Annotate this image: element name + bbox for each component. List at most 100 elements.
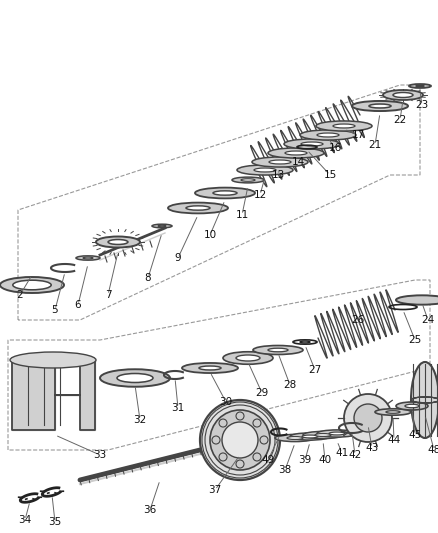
Text: 15: 15 bbox=[323, 170, 336, 180]
Text: 42: 42 bbox=[348, 450, 361, 460]
Text: 36: 36 bbox=[143, 505, 156, 515]
Text: 26: 26 bbox=[350, 315, 364, 325]
Ellipse shape bbox=[0, 277, 64, 293]
Ellipse shape bbox=[236, 412, 244, 420]
Text: 16: 16 bbox=[328, 143, 341, 153]
Text: 13: 13 bbox=[271, 170, 284, 180]
Ellipse shape bbox=[404, 404, 418, 408]
Ellipse shape bbox=[251, 157, 307, 167]
Text: 45: 45 bbox=[407, 430, 420, 440]
Ellipse shape bbox=[168, 203, 227, 213]
Ellipse shape bbox=[96, 237, 140, 247]
Ellipse shape bbox=[194, 188, 254, 198]
Text: 28: 28 bbox=[283, 380, 296, 390]
Ellipse shape bbox=[328, 432, 344, 435]
Text: 24: 24 bbox=[420, 315, 434, 325]
Ellipse shape bbox=[395, 295, 438, 305]
Text: 6: 6 bbox=[74, 300, 81, 310]
Text: 27: 27 bbox=[307, 365, 321, 375]
Ellipse shape bbox=[219, 453, 226, 461]
Ellipse shape bbox=[10, 352, 96, 368]
Ellipse shape bbox=[219, 419, 226, 427]
Ellipse shape bbox=[286, 437, 302, 439]
Ellipse shape bbox=[299, 341, 309, 343]
Ellipse shape bbox=[268, 160, 290, 164]
Ellipse shape bbox=[374, 409, 410, 415]
Ellipse shape bbox=[259, 436, 267, 444]
Ellipse shape bbox=[267, 148, 323, 158]
Ellipse shape bbox=[108, 239, 127, 245]
Text: 44: 44 bbox=[386, 435, 400, 445]
Ellipse shape bbox=[300, 142, 322, 146]
Ellipse shape bbox=[382, 90, 422, 100]
Text: 5: 5 bbox=[52, 305, 58, 315]
Text: 7: 7 bbox=[104, 290, 111, 300]
Ellipse shape bbox=[316, 133, 338, 137]
Ellipse shape bbox=[316, 430, 356, 437]
Text: 49: 49 bbox=[261, 455, 274, 465]
Ellipse shape bbox=[222, 422, 258, 458]
Text: 37: 37 bbox=[208, 485, 221, 495]
Text: 9: 9 bbox=[174, 253, 181, 263]
Ellipse shape bbox=[252, 419, 260, 427]
Text: 41: 41 bbox=[335, 448, 348, 458]
Text: 43: 43 bbox=[364, 443, 378, 453]
Ellipse shape bbox=[186, 206, 209, 210]
Text: 8: 8 bbox=[145, 273, 151, 283]
Ellipse shape bbox=[351, 101, 407, 111]
Text: 21: 21 bbox=[367, 140, 381, 150]
Text: 38: 38 bbox=[278, 465, 291, 475]
Ellipse shape bbox=[252, 345, 302, 354]
Polygon shape bbox=[12, 360, 95, 430]
Ellipse shape bbox=[76, 256, 100, 260]
Text: 14: 14 bbox=[291, 157, 304, 167]
Ellipse shape bbox=[240, 179, 254, 181]
Text: 35: 35 bbox=[48, 517, 61, 527]
Text: 11: 11 bbox=[235, 210, 248, 220]
Ellipse shape bbox=[198, 366, 220, 370]
Text: 10: 10 bbox=[203, 230, 216, 240]
Ellipse shape bbox=[212, 436, 219, 444]
Ellipse shape bbox=[368, 104, 390, 108]
Text: 17: 17 bbox=[350, 130, 364, 140]
Ellipse shape bbox=[385, 411, 399, 413]
Ellipse shape bbox=[395, 402, 427, 410]
Text: 31: 31 bbox=[171, 403, 184, 413]
Text: 12: 12 bbox=[253, 190, 266, 200]
Ellipse shape bbox=[299, 130, 355, 140]
Text: 39: 39 bbox=[298, 455, 311, 465]
Ellipse shape bbox=[408, 84, 430, 88]
Text: 33: 33 bbox=[93, 450, 106, 460]
Ellipse shape bbox=[415, 85, 423, 87]
Ellipse shape bbox=[332, 124, 354, 128]
Ellipse shape bbox=[158, 225, 166, 227]
Ellipse shape bbox=[290, 433, 329, 440]
Text: 48: 48 bbox=[427, 445, 438, 455]
Text: 29: 29 bbox=[255, 388, 268, 398]
Ellipse shape bbox=[274, 434, 314, 442]
Ellipse shape bbox=[13, 280, 51, 290]
Ellipse shape bbox=[267, 348, 287, 352]
Ellipse shape bbox=[314, 433, 330, 437]
Text: 25: 25 bbox=[407, 335, 420, 345]
Ellipse shape bbox=[283, 139, 339, 149]
Ellipse shape bbox=[252, 453, 260, 461]
Text: 23: 23 bbox=[414, 100, 427, 110]
Ellipse shape bbox=[236, 460, 244, 468]
Ellipse shape bbox=[236, 355, 259, 361]
Ellipse shape bbox=[237, 165, 292, 175]
Ellipse shape bbox=[212, 191, 237, 195]
Ellipse shape bbox=[223, 352, 272, 364]
Ellipse shape bbox=[200, 400, 279, 480]
Ellipse shape bbox=[302, 431, 342, 439]
Text: 32: 32 bbox=[133, 415, 146, 425]
Ellipse shape bbox=[83, 257, 93, 259]
Ellipse shape bbox=[392, 93, 412, 98]
Ellipse shape bbox=[100, 369, 170, 387]
Text: 34: 34 bbox=[18, 515, 32, 525]
Ellipse shape bbox=[231, 177, 263, 183]
Ellipse shape bbox=[315, 121, 371, 131]
Ellipse shape bbox=[343, 394, 391, 442]
Text: 40: 40 bbox=[318, 455, 331, 465]
Ellipse shape bbox=[353, 404, 381, 432]
